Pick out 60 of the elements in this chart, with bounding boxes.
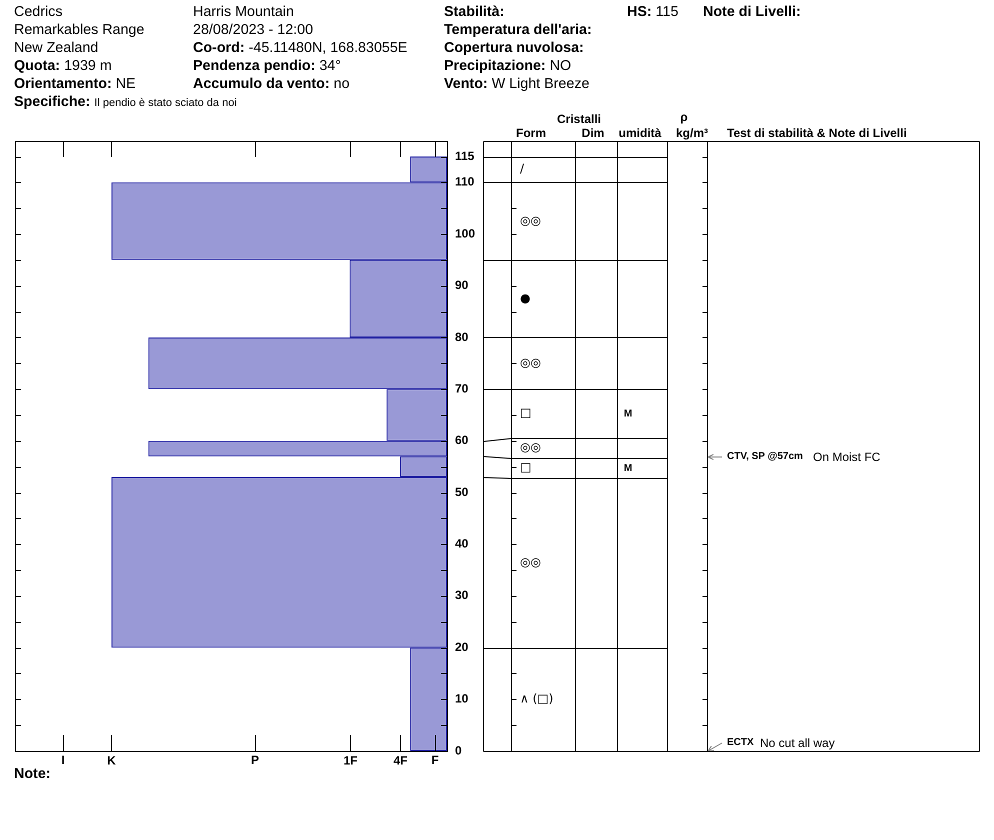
text: Cristalli — [556, 112, 602, 126]
text: ◎◎ — [520, 554, 541, 569]
text: Pendenza pendio: 34° — [193, 58, 341, 74]
text: M — [624, 462, 632, 474]
text: I — [61, 752, 65, 769]
text: 28/08/2023 - 12:00 — [193, 21, 314, 39]
annotation: 4F — [393, 753, 408, 768]
text: Harris Mountain — [193, 3, 294, 21]
text: Co-ord: -45.11480N, 168.83055E — [193, 40, 408, 56]
text: P — [250, 752, 260, 769]
y-tick-label: 10 — [455, 692, 469, 706]
text: Test di stabilità & Note di Livelli — [727, 126, 907, 140]
text: No cut all way — [760, 735, 835, 752]
text: ∧ (□) — [520, 691, 554, 706]
text: ◎◎ — [520, 355, 541, 370]
text: ● — [520, 290, 530, 305]
y-tick-label: 60 — [455, 433, 469, 448]
y-tick-label: 100 — [455, 226, 476, 240]
y-tick-label: 70 — [455, 381, 469, 396]
y-tick-label: 110 — [455, 174, 475, 189]
text: Orientamento: NE — [14, 76, 136, 92]
text: ◎◎ — [520, 213, 541, 228]
text: □ — [520, 406, 532, 420]
text: New Zealand — [14, 39, 98, 57]
y-tick-label: 30 — [455, 588, 469, 602]
text: kg/m³ — [676, 126, 708, 140]
y-tick-label: 115 — [455, 148, 475, 163]
text: Temperatura dell'aria: — [444, 22, 592, 38]
text: ◎◎ — [520, 440, 541, 454]
text: Copertura nuvolosa: — [444, 40, 584, 56]
text: CTV, SP @57cm — [727, 450, 803, 464]
text: M — [624, 408, 632, 420]
text: Note di Livelli: — [703, 4, 801, 20]
text: Form — [516, 126, 546, 140]
text: Accumulo da vento: no — [193, 76, 350, 92]
y-tick-label: 90 — [455, 278, 469, 292]
text: Dim — [582, 126, 604, 140]
text: F — [431, 752, 439, 769]
annotation: 1F — [343, 753, 358, 768]
text: Remarkables Range — [14, 21, 144, 39]
text: Quota: 1939 m — [14, 58, 112, 74]
text: Specifiche: Il pendio è stato sciato da noi — [14, 94, 237, 110]
text: umidità — [618, 126, 662, 140]
text: ρ — [680, 110, 688, 124]
y-tick-label: 50 — [455, 484, 469, 499]
text: Vento: W Light Breeze — [444, 76, 590, 92]
annotation: K — [107, 753, 116, 768]
text: Stabilità: — [444, 4, 504, 20]
text: □ — [520, 460, 532, 474]
text: ECTX — [727, 736, 754, 750]
y-tick-label: 40 — [455, 536, 469, 551]
text: Cedrics — [14, 3, 62, 21]
text: On Moist FC — [813, 449, 880, 466]
y-tick-label: 80 — [455, 330, 469, 344]
text: HS:115 — [627, 4, 678, 20]
y-tick-label: 20 — [455, 640, 469, 654]
text: / — [520, 162, 525, 176]
text: Note: — [14, 766, 51, 782]
y-tick-label: 0 — [455, 743, 462, 758]
text: Precipitazione: NO — [444, 58, 572, 74]
